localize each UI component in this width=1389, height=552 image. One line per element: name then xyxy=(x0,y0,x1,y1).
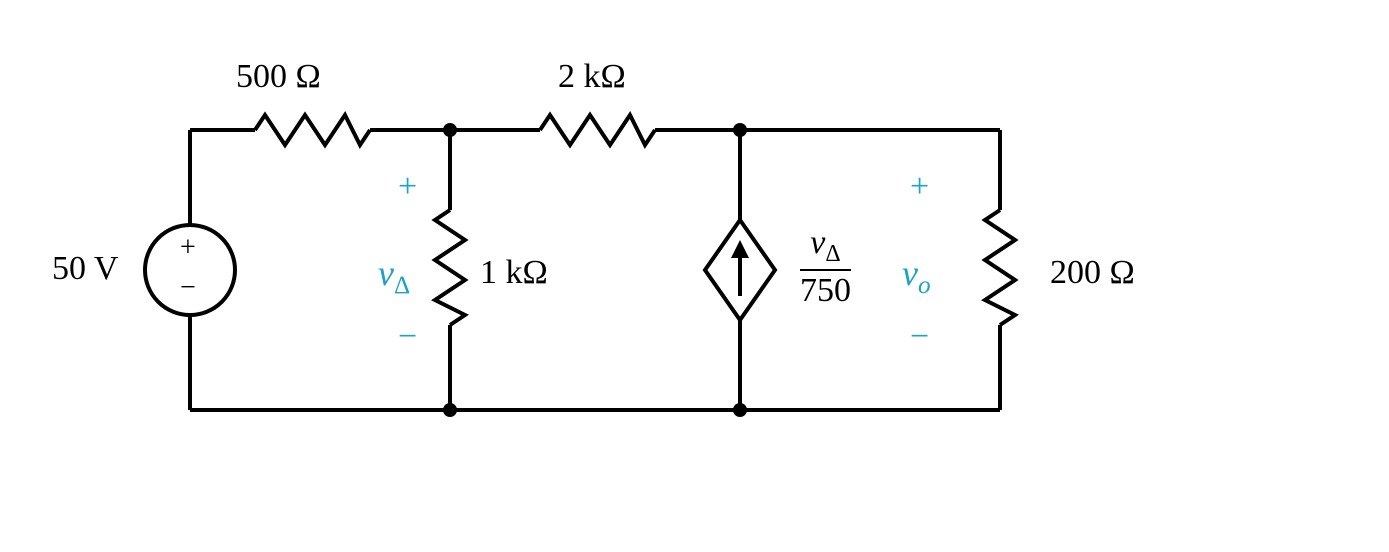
vsrc-minus-label: − xyxy=(180,272,196,304)
ccs-denom: 750 xyxy=(800,273,851,309)
vdelta-minus-label: − xyxy=(398,318,417,356)
fraction-bar-icon xyxy=(800,269,851,271)
voltage-source-label: 50 V xyxy=(52,250,118,288)
vsrc-plus-label: + xyxy=(180,232,196,264)
vo-minus-label: − xyxy=(910,318,929,356)
ccs-gain-label: vΔ 750 xyxy=(800,224,851,308)
resistor-500-icon xyxy=(255,115,370,145)
dependent-current-source-icon xyxy=(705,220,775,320)
resistor-2k-icon xyxy=(540,115,655,145)
vo-label: vo xyxy=(902,252,931,300)
vdelta-plus-label: + xyxy=(398,168,417,206)
r1k-label: 1 kΩ xyxy=(480,254,548,292)
vo-sub: o xyxy=(918,272,931,299)
vdelta-var: v xyxy=(378,253,394,293)
r200-label: 200 Ω xyxy=(1050,254,1135,292)
vdelta-sub: Δ xyxy=(394,272,410,299)
vo-plus-label: + xyxy=(910,168,929,206)
circuit-diagram xyxy=(0,0,1389,552)
vdelta-label: vΔ xyxy=(378,252,410,300)
vo-var: v xyxy=(902,253,918,293)
wires xyxy=(190,130,1000,410)
resistor-200-icon xyxy=(985,210,1015,325)
r2k-label: 2 kΩ xyxy=(558,58,626,96)
r500-label: 500 Ω xyxy=(236,58,321,96)
ccs-numer-var: v xyxy=(810,224,825,261)
resistor-1k-icon xyxy=(435,210,465,325)
ccs-numer-sub: Δ xyxy=(825,241,840,267)
